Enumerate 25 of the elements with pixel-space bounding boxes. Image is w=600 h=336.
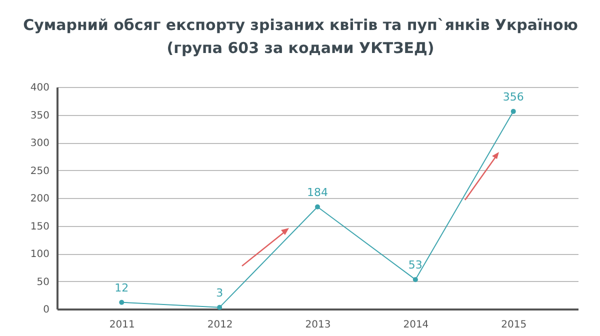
x-tick-label: 2011	[109, 320, 135, 330]
y-tick-label: 50	[36, 276, 50, 288]
point	[412, 277, 418, 282]
data-label: 3	[216, 286, 224, 300]
y-tick-label: 200	[30, 194, 50, 204]
x-tick-label: 2013	[305, 320, 331, 330]
point	[217, 304, 222, 310]
data-label: 356	[502, 90, 524, 104]
data-label: 184	[307, 186, 328, 199]
y-tick-label: 350	[30, 110, 50, 122]
point	[315, 204, 320, 210]
point	[510, 108, 516, 114]
y-tick-label: 150	[30, 221, 50, 232]
y-tick-label: 0	[43, 304, 50, 316]
chart-title: Сумарний обсяг експорту зрізаних квітів та пуп`янків Україною (група 603 за кодами УКТЗЕД)	[23, 16, 578, 57]
x-tick-label: 2015	[501, 320, 527, 330]
data-label: 12	[114, 281, 129, 294]
y-tick-label: 100	[30, 249, 50, 260]
x-tick-label: 2014	[403, 320, 429, 330]
y-tick-label: 250	[30, 166, 50, 177]
y-tick-label: 300	[30, 138, 50, 149]
y-tick-label: 400	[30, 82, 50, 94]
data-label: 53	[408, 258, 422, 272]
x-tick-label: 2012	[207, 320, 233, 330]
point	[119, 300, 124, 305]
